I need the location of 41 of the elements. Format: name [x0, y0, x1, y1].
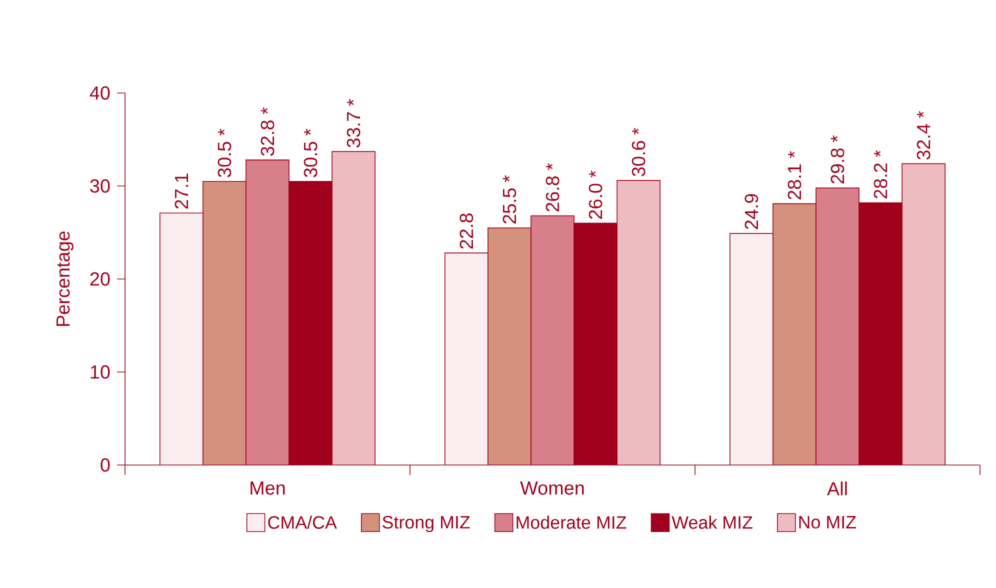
- bar: [160, 212, 203, 465]
- legend-label: CMA/CA: [268, 516, 337, 529]
- bar: [332, 152, 376, 465]
- y-tick-label: 40: [90, 86, 110, 100]
- bar: [902, 163, 946, 465]
- bar: [772, 203, 816, 465]
- data-label: 27.1: [174, 174, 188, 209]
- legend-label: Moderate MIZ: [516, 516, 626, 529]
- data-label: 26.8 *: [546, 163, 560, 212]
- y-tick-label: 0: [100, 458, 110, 472]
- data-label: 25.5 *: [502, 175, 516, 224]
- bar: [202, 181, 246, 465]
- data-label: 32.8 *: [260, 107, 274, 156]
- bar: [488, 228, 531, 465]
- data-label: 22.8: [460, 214, 474, 249]
- y-tick-label: 10: [90, 365, 110, 379]
- legend-label: Strong MIZ: [382, 516, 470, 532]
- data-label: 30.6 *: [632, 128, 646, 176]
- y-tick-label: 20: [90, 272, 110, 286]
- legend-label: No MIZ: [799, 516, 856, 529]
- bar: [444, 252, 488, 465]
- data-label: 28.1 *: [788, 151, 802, 200]
- legend-label: Weak MIZ: [672, 516, 752, 529]
- bar: [617, 180, 660, 465]
- data-label: 30.5 *: [218, 128, 232, 178]
- data-label: 26.0 *: [588, 170, 602, 219]
- y-axis-title: Percentage: [56, 231, 74, 326]
- data-label: 32.4 *: [916, 111, 930, 160]
- data-label: 30.5 *: [304, 128, 318, 178]
- y-tick-label: 30: [90, 179, 110, 193]
- x-tick-label: Women: [520, 482, 584, 495]
- x-tick-label: All: [827, 482, 847, 496]
- data-label: 29.8 *: [830, 135, 844, 184]
- bar: [730, 233, 774, 465]
- data-label: 24.9: [744, 194, 758, 230]
- bar: [246, 160, 290, 465]
- x-tick-label: Men: [250, 482, 285, 495]
- data-label: 28.2 *: [874, 150, 888, 198]
- bar: [530, 216, 574, 465]
- bar: [816, 187, 860, 465]
- data-label: 33.7 *: [346, 99, 360, 148]
